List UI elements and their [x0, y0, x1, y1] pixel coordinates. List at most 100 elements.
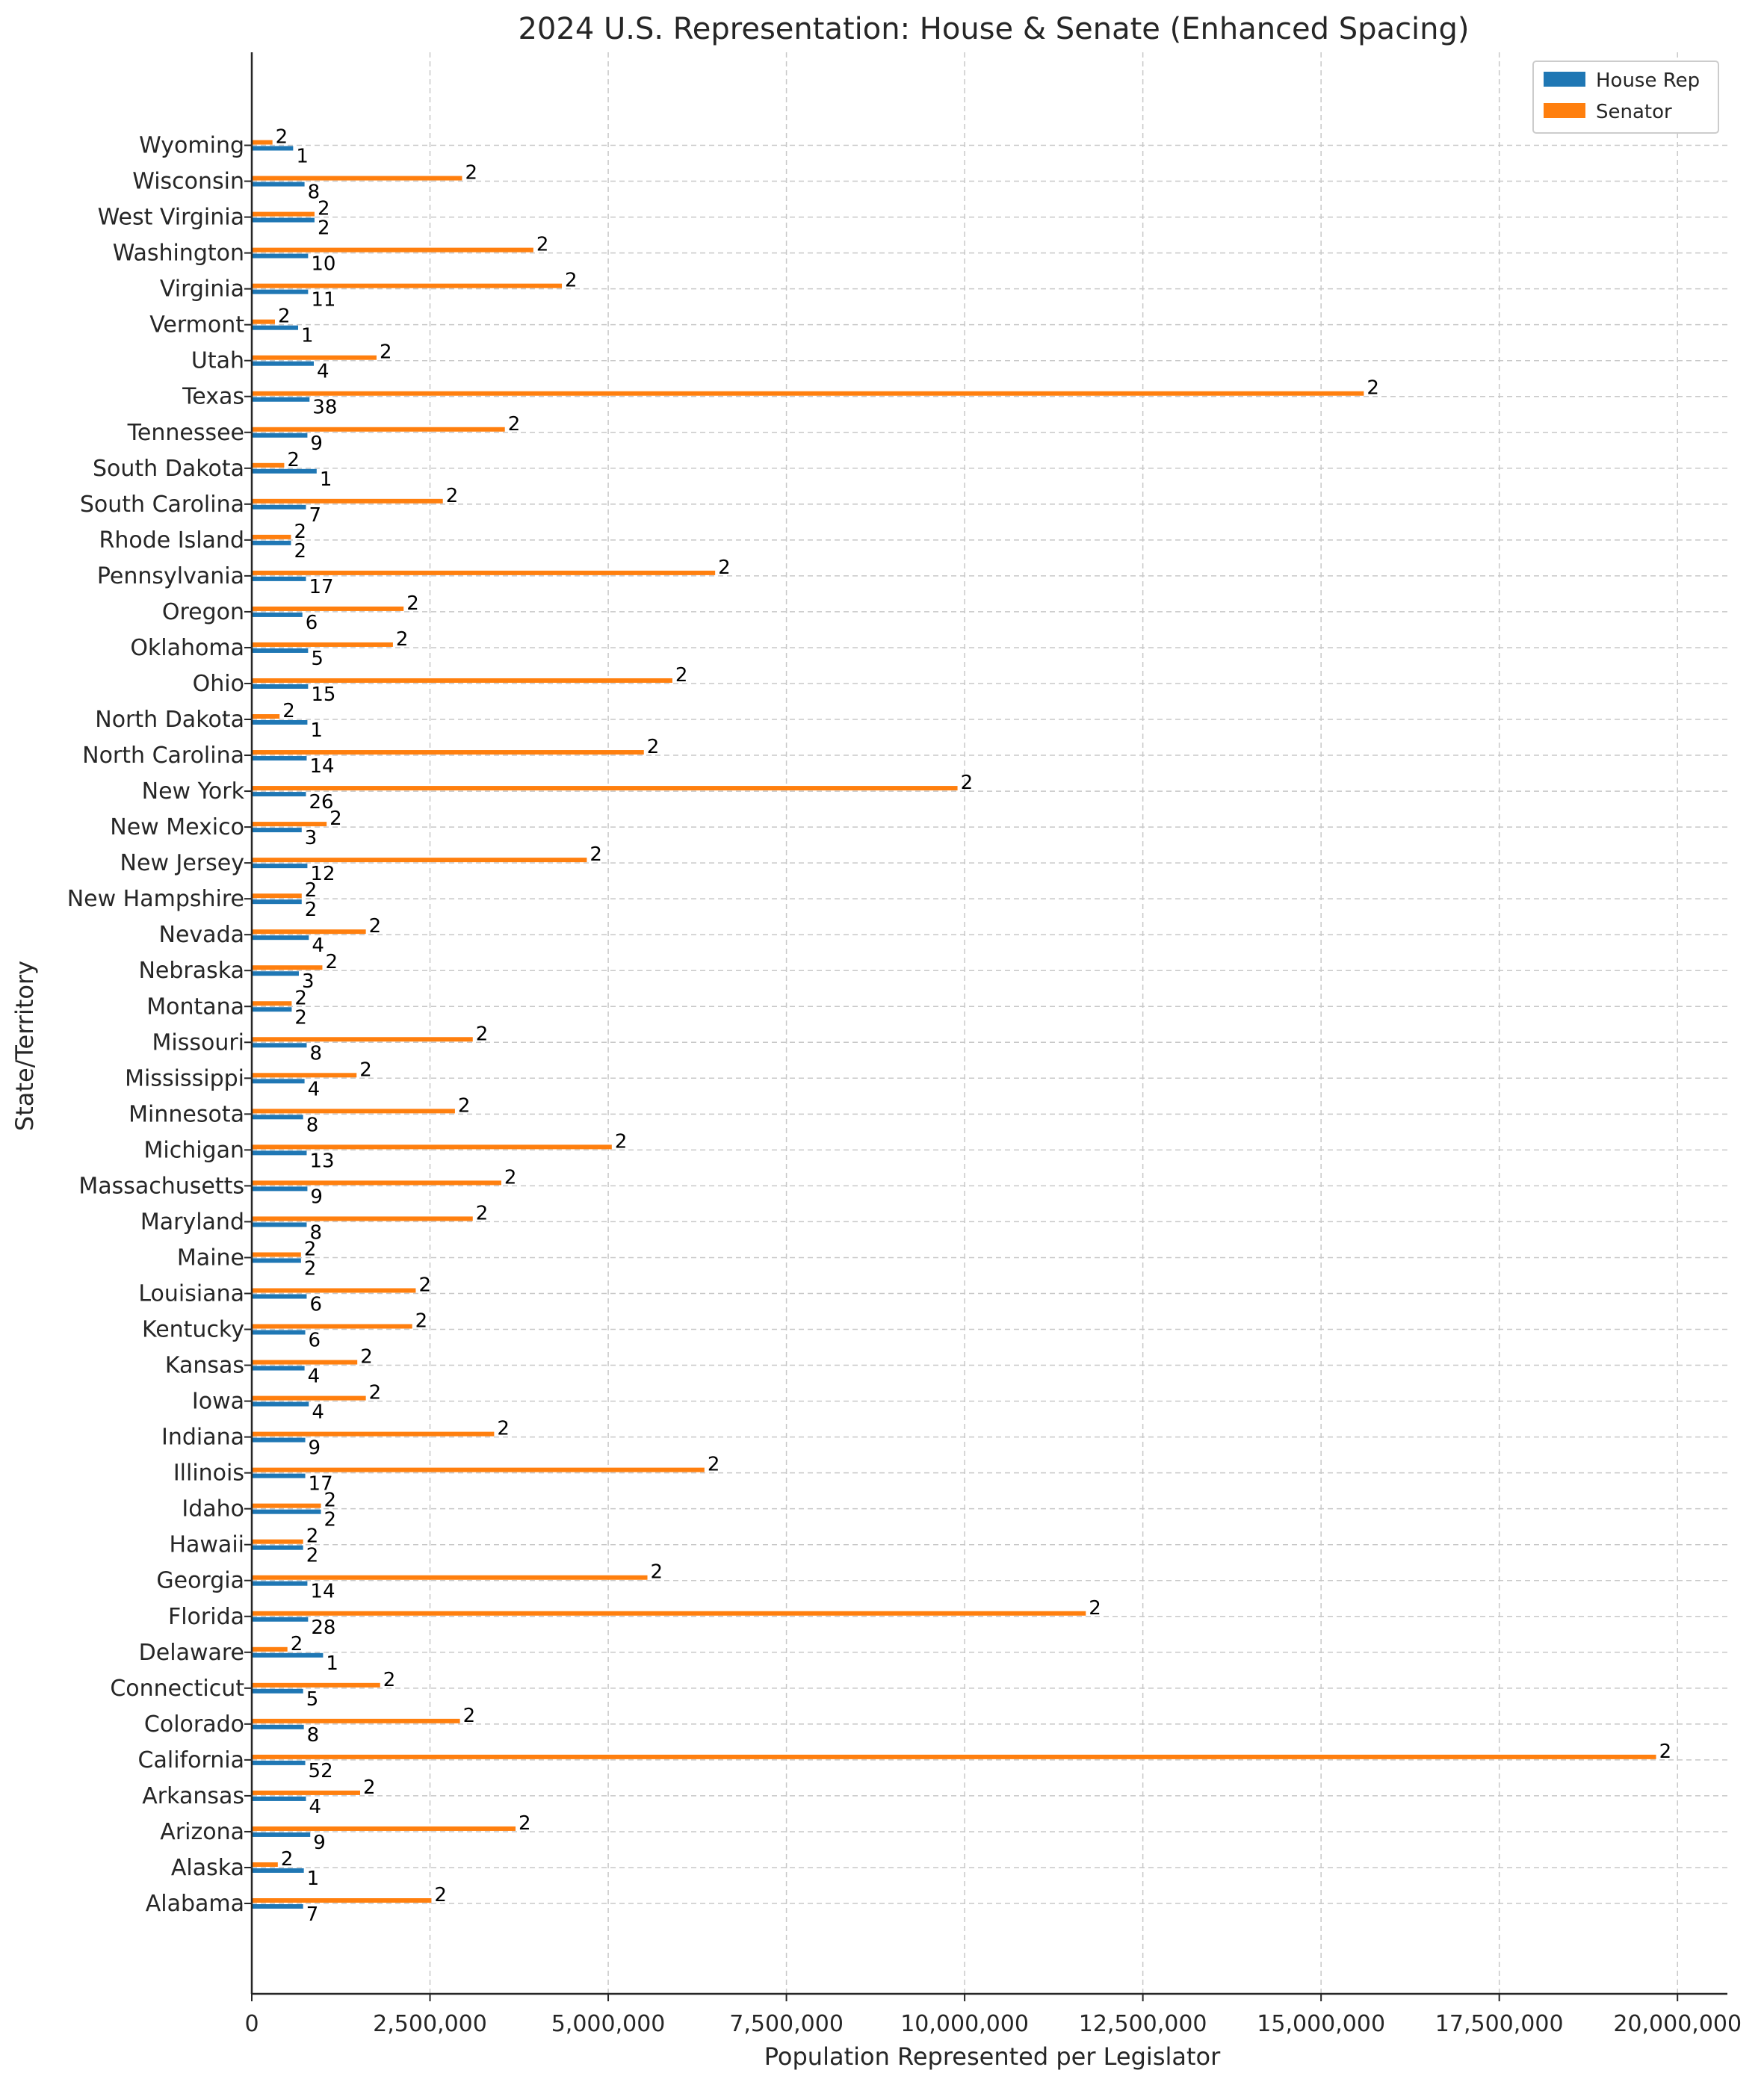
house-bar — [252, 325, 299, 330]
senate-count-label: 2 — [294, 521, 306, 543]
house-bar — [252, 1366, 305, 1371]
y-tick-label: Texas — [182, 384, 244, 410]
senate-bar — [252, 606, 404, 611]
x-tick-label: 10,000,000 — [900, 2011, 1029, 2037]
house-count-label: 9 — [313, 1832, 326, 1854]
senate-count-label: 2 — [463, 1705, 476, 1727]
y-tick-label: Oklahoma — [130, 635, 244, 661]
y-tick-label: Maryland — [140, 1209, 244, 1235]
house-count-label: 2 — [294, 540, 306, 563]
house-bar — [252, 1294, 307, 1299]
house-count-label: 5 — [311, 648, 324, 670]
senate-bar — [252, 678, 672, 683]
house-count-label: 38 — [312, 397, 337, 419]
senate-count-label: 2 — [325, 951, 338, 973]
senate-count-label: 2 — [434, 1884, 447, 1906]
senate-count-label: 2 — [504, 1166, 517, 1189]
house-count-label: 2 — [324, 1509, 337, 1531]
house-count-label: 9 — [309, 1437, 321, 1460]
senate-count-label: 2 — [281, 1848, 294, 1871]
senate-bar — [252, 1754, 1656, 1759]
y-tick-label: Colorado — [144, 1711, 244, 1738]
x-tick-label: 2,500,000 — [373, 2011, 487, 2037]
house-bar — [252, 720, 308, 725]
y-tick-label: West Virginia — [98, 205, 244, 231]
senate-bar — [252, 247, 533, 252]
y-tick-label: Washington — [113, 241, 244, 267]
senate-bar — [252, 1682, 380, 1688]
senate-bar — [252, 462, 285, 468]
senate-bar — [252, 1180, 501, 1186]
house-count-label: 17 — [309, 576, 334, 598]
senate-count-label: 2 — [446, 485, 459, 507]
senate-bar — [252, 140, 273, 145]
senate-bar — [252, 211, 315, 217]
y-tick-label: Indiana — [161, 1425, 244, 1451]
senate-count-label: 2 — [647, 736, 660, 758]
house-bar — [252, 576, 306, 581]
house-bar — [252, 1150, 307, 1156]
house-count-label: 7 — [306, 1903, 319, 1926]
x-tick-labels: 0 2,500,000 5,000,000 7,500,000 10,000,000 12… — [244, 2011, 1742, 2037]
senate-bar — [252, 929, 366, 935]
senate-count-label: 2 — [708, 1454, 720, 1476]
house-bar — [252, 217, 315, 223]
y-tick-label: Oregon — [162, 599, 244, 625]
house-count-label: 2 — [304, 1257, 317, 1280]
y-tick-label: Ohio — [193, 671, 244, 697]
axes — [244, 52, 1727, 2001]
senate-count-label: 2 — [278, 306, 291, 328]
y-tick-label: North Carolina — [82, 743, 244, 769]
senate-bar — [252, 283, 563, 288]
house-count-label: 13 — [309, 1150, 334, 1172]
senate-count-label: 2 — [380, 341, 392, 364]
senate-count-label: 2 — [406, 592, 419, 615]
house-bar — [252, 1115, 303, 1120]
y-tick-label: Kansas — [165, 1353, 244, 1379]
house-count-label: 1 — [296, 146, 309, 168]
house-count-label: 8 — [309, 1042, 322, 1065]
house-bar — [252, 1688, 303, 1694]
house-bar — [252, 1652, 324, 1658]
y-tick-label: Missouri — [152, 1029, 244, 1056]
house-count-label: 6 — [309, 1330, 321, 1352]
senate-bar — [252, 427, 505, 432]
house-count-label: 4 — [312, 935, 324, 957]
senate-bar — [252, 498, 443, 503]
senate-count-label: 2 — [565, 270, 578, 292]
house-count-label: 4 — [309, 1796, 322, 1818]
y-tick-label: South Dakota — [93, 456, 244, 482]
y-tick-label: Mississippi — [125, 1065, 244, 1091]
senate-count-label: 2 — [396, 628, 409, 651]
senate-bar — [252, 1467, 705, 1472]
y-tick-label: Arkansas — [142, 1783, 244, 1809]
house-count-label: 8 — [309, 1221, 322, 1244]
senate-count-label: 2 — [519, 1812, 531, 1835]
house-bar — [252, 1258, 301, 1263]
senate-bar — [252, 642, 393, 647]
y-tick-label: Alaska — [171, 1855, 244, 1881]
house-bar — [252, 1724, 304, 1729]
house-bar — [252, 146, 294, 151]
senate-count-label: 2 — [291, 1633, 303, 1655]
x-tick-label: 15,000,000 — [1257, 2011, 1385, 2037]
senate-bar — [252, 1646, 288, 1652]
house-bar — [252, 864, 308, 869]
senate-bar — [252, 1037, 473, 1042]
senate-bar — [252, 1288, 416, 1293]
senate-count-label: 2 — [1089, 1597, 1101, 1620]
house-count-label: 8 — [306, 1114, 319, 1136]
senate-bar — [252, 1718, 460, 1723]
senate-count-label: 2 — [589, 843, 602, 866]
x-tick-label: 12,500,000 — [1079, 2011, 1207, 2037]
legend-senate-label: Senator — [1596, 101, 1672, 123]
house-count-label: 9 — [310, 433, 323, 455]
data-labels: 2721292425228252122821422222172924242626… — [276, 126, 1671, 1926]
grid-lines — [251, 52, 1727, 1994]
senate-bar — [252, 893, 302, 899]
senate-count-label: 2 — [1659, 1741, 1672, 1763]
senate-bar — [252, 1898, 432, 1903]
house-bar — [252, 1007, 292, 1012]
house-count-label: 4 — [312, 1401, 324, 1424]
house-bar — [252, 828, 302, 833]
